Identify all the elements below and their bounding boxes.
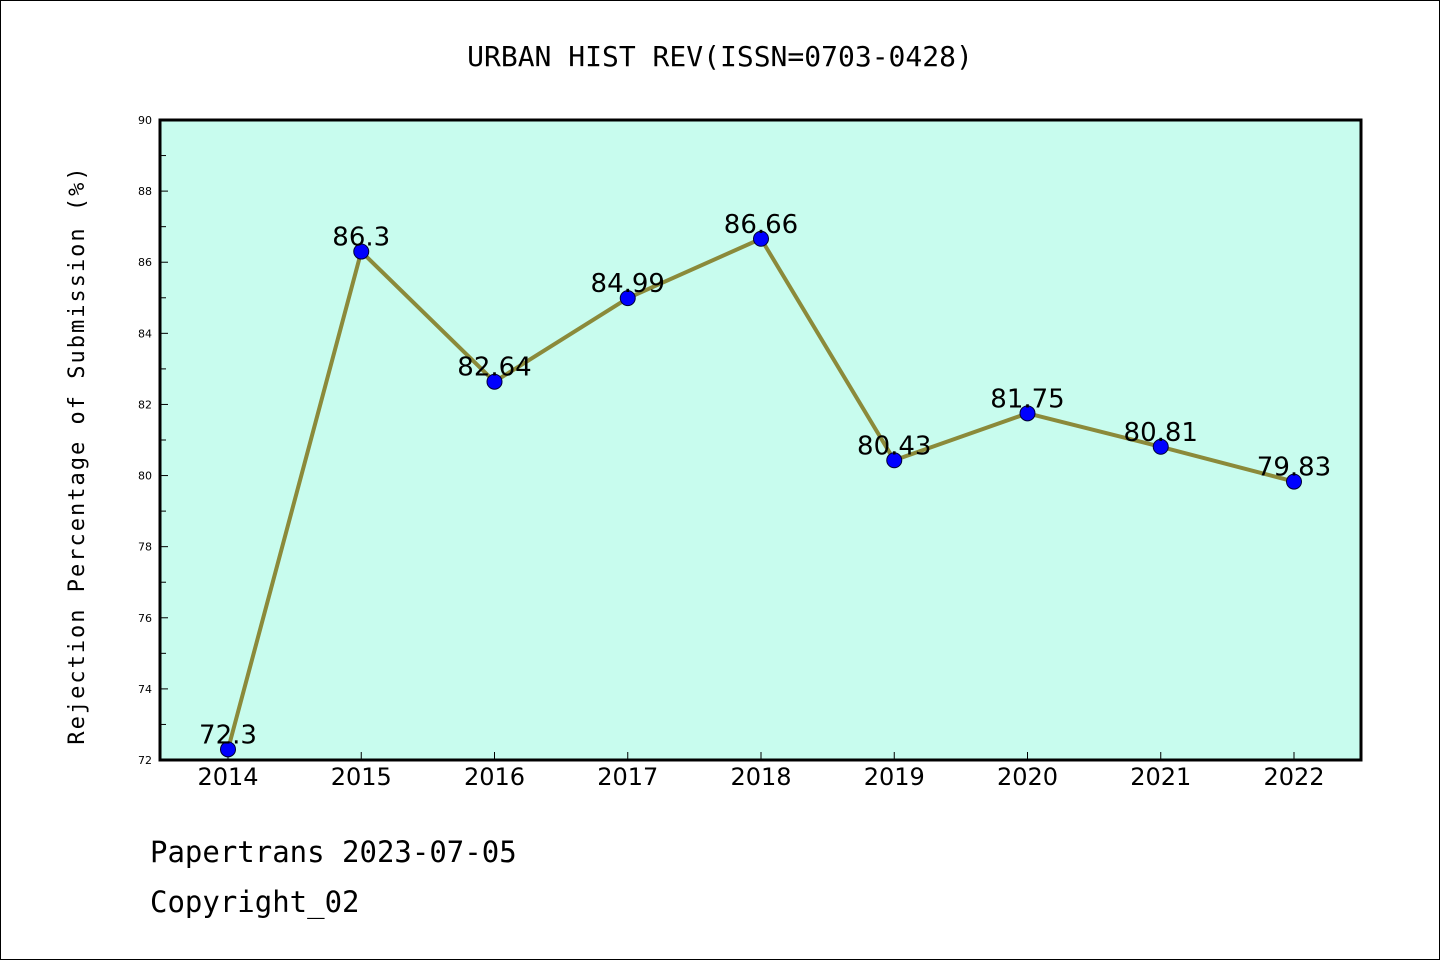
data-label: 72.3 <box>199 720 257 750</box>
data-label: 86.66 <box>724 210 798 240</box>
data-point <box>886 452 903 469</box>
data-point <box>1286 473 1302 490</box>
data-label: 81.75 <box>990 384 1064 414</box>
data-point <box>220 741 236 758</box>
x-tick-label: 2021 <box>1130 763 1191 791</box>
x-tick-label: 2015 <box>331 763 392 791</box>
x-tick-label: 2017 <box>597 763 658 791</box>
footer-copyright: Copyright_02 <box>150 885 360 919</box>
y-tick-label: 72 <box>138 754 152 767</box>
series-markers <box>220 230 1302 758</box>
data-label: 82.64 <box>457 353 531 383</box>
x-axis: 2014 2015 2016 2017 2018 2019 2020 2021 2022 <box>197 752 1325 791</box>
data-point <box>353 243 370 260</box>
y-tick-label: 82 <box>138 398 152 411</box>
data-label: 84.99 <box>591 269 665 299</box>
data-point <box>1019 405 1036 422</box>
x-tick-label: 2020 <box>997 763 1058 791</box>
data-point <box>486 373 503 390</box>
data-labels: 72.3 86.3 82.64 84.99 86.66 80.43 81.75 80.81 79… <box>199 210 1331 751</box>
x-tick-label: 2018 <box>730 763 791 791</box>
chart-title: URBAN HIST REV(ISSN=0703-0428) <box>467 40 973 73</box>
y-tick-label: 88 <box>138 185 152 198</box>
footer-date: Papertrans 2023-07-05 <box>150 835 517 869</box>
data-point <box>1152 438 1169 455</box>
y-axis-label: Rejection Percentage of Submission (%) <box>65 165 90 744</box>
y-tick-label: 84 <box>138 327 152 340</box>
data-label: 80.43 <box>857 431 931 461</box>
x-tick-label: 2014 <box>197 763 258 791</box>
data-point <box>753 230 769 247</box>
data-label: 80.81 <box>1124 418 1198 448</box>
data-label: 79.83 <box>1257 453 1331 483</box>
x-tick-label: 2016 <box>464 763 525 791</box>
y-tick-label: 90 <box>138 114 152 127</box>
y-tick-label: 86 <box>138 256 152 269</box>
x-tick-label: 2019 <box>864 763 925 791</box>
y-axis: 72 74 76 78 80 82 84 86 88 90 <box>138 114 168 767</box>
data-point <box>619 290 636 307</box>
data-label: 86.3 <box>332 223 390 253</box>
x-tick-label: 2022 <box>1263 763 1324 791</box>
y-tick-label: 78 <box>138 541 152 554</box>
y-tick-label: 76 <box>138 612 152 625</box>
y-tick-label: 80 <box>138 470 152 483</box>
y-tick-label: 74 <box>138 683 152 696</box>
